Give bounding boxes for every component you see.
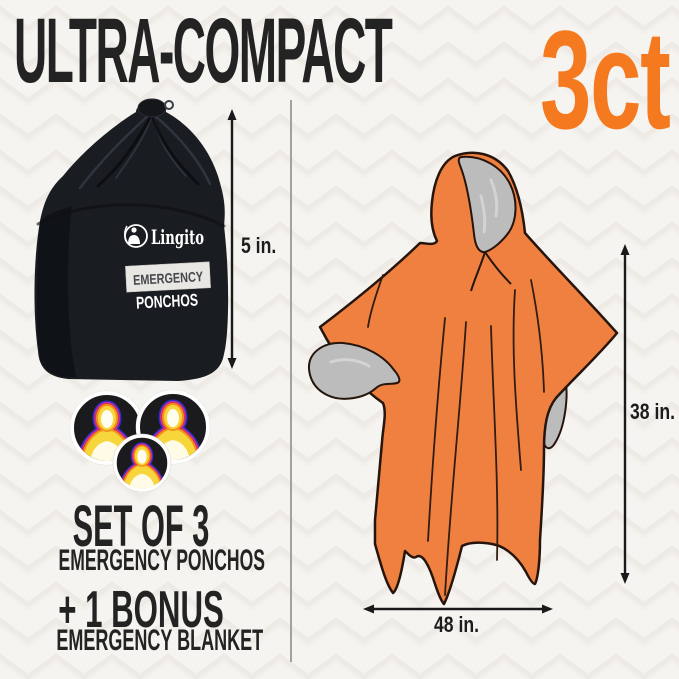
mitt-sheen: [329, 358, 371, 368]
poncho-height-arrow: [620, 244, 630, 584]
brand-name: Lingito: [151, 225, 204, 249]
pouch-label-bottom: PONCHOS: [136, 290, 199, 312]
pouch-label-top: EMERGENCY: [133, 268, 204, 288]
hood-lining-sheen: [479, 178, 499, 234]
poncho-height-label: 38 in.: [630, 399, 675, 424]
poncho-neck-seams: [470, 251, 512, 292]
poncho-width-label: 48 in.: [434, 612, 479, 637]
pouch-label-patch: EMERGENCY: [125, 261, 211, 293]
drawstring-knot: [137, 98, 167, 118]
set-subtitle: EMERGENCY PONCHOS: [58, 544, 265, 577]
bonus-title: + 1 BONUS: [58, 581, 224, 639]
pouch-side-shadow: [36, 206, 76, 377]
poncho-mitt: [307, 341, 401, 400]
thermal-person-icon: [112, 433, 172, 493]
set-title: SET OF 3: [72, 494, 210, 559]
page-title: ULTRA-COMPACT: [14, 0, 393, 102]
brand-logo-icon: [124, 224, 148, 248]
poncho-width-arrow: [363, 604, 553, 614]
pouch-height-label: 5 in.: [241, 233, 277, 258]
bonus-subtitle: EMERGENCY BLANKET: [56, 624, 264, 657]
drawstring-loop: [164, 100, 174, 110]
section-divider: [290, 100, 292, 662]
pouch-height-arrow: [227, 109, 237, 369]
thermal-badges: [69, 389, 211, 493]
pouch-illustration: Lingito EMERGENCY PONCHOS: [34, 98, 229, 381]
poncho-body: [318, 151, 619, 606]
count-badge: 3ct: [540, 1, 671, 158]
poncho-illustration: [307, 151, 619, 606]
poncho-fold-lines: [367, 274, 545, 596]
